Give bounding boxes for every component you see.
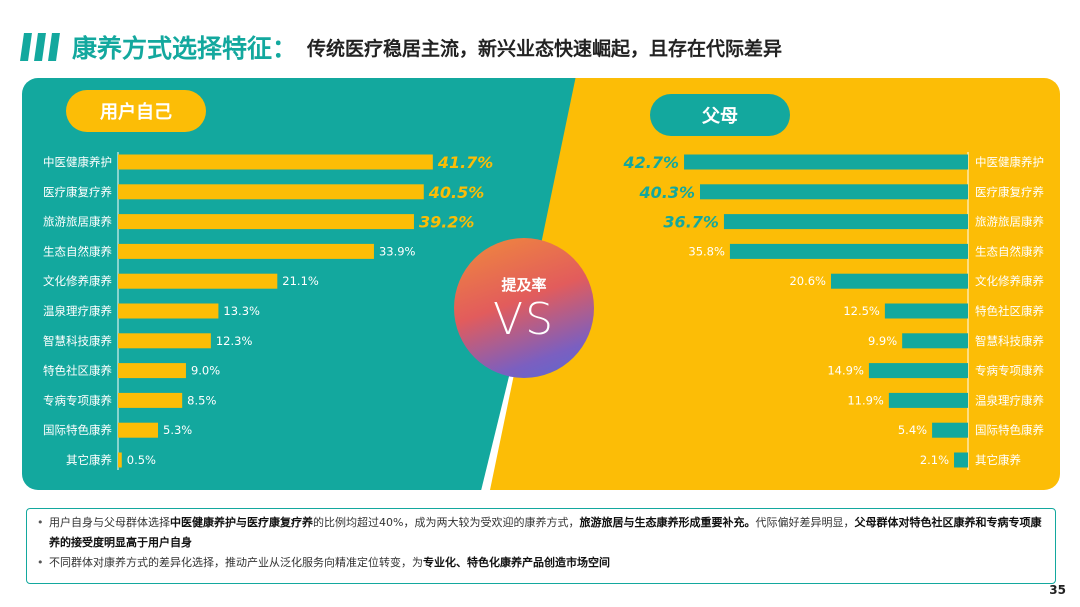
left-bar [118, 154, 433, 170]
title-stripes-icon [20, 33, 60, 61]
left-bar [118, 243, 374, 259]
right-value-label: 20.6% [789, 274, 826, 288]
left-category-label: 专病专项康养 [43, 393, 112, 407]
bar-charts: 中医健康养护 41.7% 医疗康复疗养 40.5% 旅游旅居康养 39.2% 生态自然康养 3… [43, 152, 1044, 470]
left-bar [118, 392, 183, 408]
left-bar [118, 273, 278, 289]
right-value-label: 40.3% [638, 183, 695, 202]
right-bar [868, 363, 968, 379]
right-bar [723, 214, 968, 230]
left-value-label: 41.7% [437, 153, 494, 172]
left-bar [118, 303, 219, 319]
page-subtitle: 传统医疗稳居主流，新兴业态快速崛起，且存在代际差异 [307, 37, 783, 60]
page-title: 康养方式选择特征： [72, 34, 298, 63]
right-value-label: 35.8% [688, 244, 725, 258]
right-category-label: 专病专项康养 [975, 364, 1044, 378]
left-value-label: 9.0% [191, 364, 220, 378]
right-value-label: 36.7% [663, 213, 719, 232]
right-value-label: 2.1% [920, 453, 949, 467]
right-category-label: 文化修养康养 [975, 274, 1044, 288]
left-category-label: 文化修养康养 [43, 274, 112, 288]
left-value-label: 8.5% [187, 393, 216, 407]
right-bar [729, 243, 968, 259]
left-bar [118, 363, 186, 379]
right-category-label: 国际特色康养 [975, 423, 1044, 437]
note-emphasis: 中医健康养护与医疗康复疗养 [170, 516, 313, 529]
left-value-label: 21.1% [282, 274, 319, 288]
left-bar [118, 333, 211, 349]
right-category-label: 温泉理疗康养 [975, 393, 1044, 407]
left-bar [118, 422, 159, 438]
left-category-label: 智慧科技康养 [43, 334, 112, 348]
right-chart-title: 父母 [650, 94, 790, 136]
vs-label: 提及率 [501, 275, 547, 294]
right-bar [888, 392, 968, 408]
left-category-label: 温泉理疗康养 [43, 304, 112, 318]
left-category-label: 医疗康复疗养 [43, 185, 112, 199]
left-value-label: 13.3% [223, 304, 260, 318]
left-category-label: 国际特色康养 [43, 423, 112, 437]
right-bar [932, 422, 968, 438]
title-bar: 康养方式选择特征： 传统医疗稳居主流，新兴业态快速崛起，且存在代际差异 [20, 30, 783, 64]
left-category-label: 旅游旅居康养 [43, 215, 112, 229]
right-value-label: 5.4% [898, 423, 927, 437]
right-category-label: 特色社区康养 [975, 304, 1044, 318]
right-value-label: 9.9% [868, 334, 897, 348]
right-value-label: 11.9% [847, 393, 884, 407]
right-category-label: 智慧科技康养 [975, 334, 1044, 348]
left-value-label: 12.3% [216, 334, 253, 348]
note-text: 的比例均超过40%，成为两大较为受欢迎的康养方式， [313, 516, 580, 529]
right-bar [954, 452, 968, 468]
left-bar [118, 214, 414, 230]
left-category-label: 生态自然康养 [43, 244, 112, 258]
note-text: 用户自身与父母群体选择 [49, 516, 170, 529]
left-value-label: 0.5% [127, 453, 156, 467]
note-text: 代际偏好差异明显， [755, 516, 855, 529]
left-value-label: 40.5% [428, 183, 485, 202]
left-value-label: 5.3% [163, 423, 192, 437]
right-category-label: 生态自然康养 [975, 244, 1044, 258]
left-bar [118, 184, 424, 200]
right-category-label: 中医健康养护 [975, 155, 1044, 169]
left-chart-title: 用户自己 [66, 90, 206, 132]
note-text: 不同群体对康养方式的差异化选择，推动产业从泛化服务向精准定位转变，为 [49, 556, 423, 569]
left-value-label: 39.2% [419, 213, 475, 232]
notes-box: 用户自身与父母群体选择中医健康养护与医疗康复疗养的比例均超过40%，成为两大较为… [26, 508, 1056, 584]
right-category-label: 医疗康复疗养 [975, 185, 1044, 199]
right-bar [684, 154, 968, 170]
note-emphasis: 专业化、特色化康养产品创造市场空间 [423, 556, 610, 569]
right-bar [700, 184, 968, 200]
left-category-label: 特色社区康养 [43, 364, 112, 378]
right-bar [884, 303, 968, 319]
right-value-label: 12.5% [843, 304, 880, 318]
vs-badge: 提及率 VS [454, 238, 594, 378]
comparison-stage: 用户自己 父母 中医健康养护 41.7% 医疗康复疗养 40.5% 旅游旅居康养 39.2… [22, 78, 1060, 490]
right-category-label: 旅游旅居康养 [975, 215, 1044, 229]
left-value-label: 33.9% [379, 244, 416, 258]
note-item: 不同群体对康养方式的差异化选择，推动产业从泛化服务向精准定位转变，为专业化、特色… [37, 553, 1045, 573]
left-category-label: 中医健康养护 [43, 155, 112, 169]
note-emphasis: 父母群体对特色社区康养和专病专项康养的接受度明显高于用户自身 [49, 516, 1042, 549]
vs-text: VS [492, 293, 556, 345]
right-value-label: 14.9% [827, 364, 864, 378]
right-bar [902, 333, 968, 349]
right-category-label: 其它康养 [975, 453, 1021, 467]
page-number: 35 [1049, 583, 1066, 597]
note-emphasis: 旅游旅居与生态康养形成重要补充。 [579, 516, 756, 529]
right-bar [831, 273, 968, 289]
left-bar [118, 452, 122, 468]
right-value-label: 42.7% [623, 153, 680, 172]
left-category-label: 其它康养 [66, 453, 112, 467]
note-item: 用户自身与父母群体选择中医健康养护与医疗康复疗养的比例均超过40%，成为两大较为… [37, 513, 1045, 553]
